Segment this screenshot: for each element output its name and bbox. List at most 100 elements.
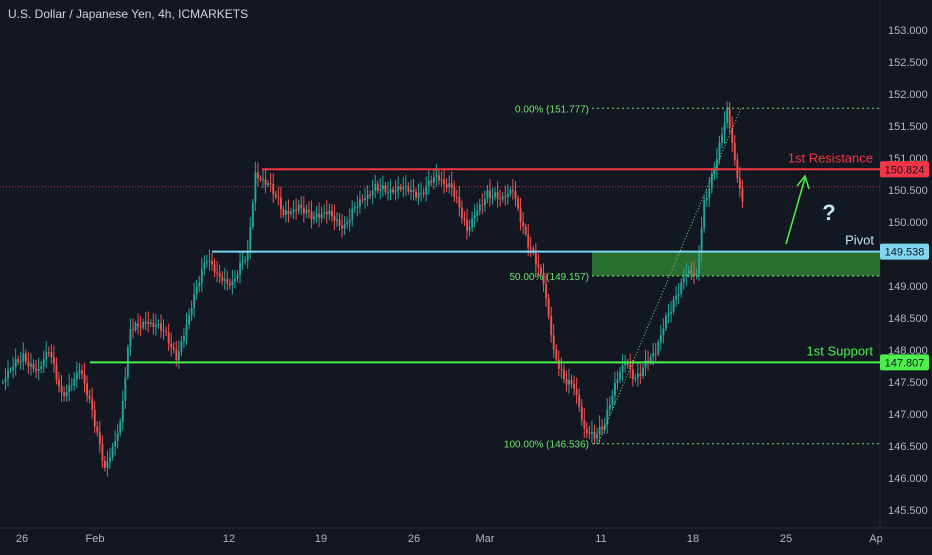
level-price-label: 147.807 bbox=[885, 357, 925, 369]
candle-body bbox=[422, 192, 425, 195]
candle-body bbox=[718, 142, 721, 160]
candle-body bbox=[42, 359, 45, 367]
candle-body bbox=[537, 264, 540, 268]
candle-body bbox=[183, 336, 185, 342]
candle-body bbox=[78, 370, 81, 374]
candle-body bbox=[330, 210, 333, 217]
candle-body bbox=[517, 198, 519, 209]
candle-body bbox=[512, 189, 514, 192]
candle-body bbox=[670, 311, 672, 314]
candle-body bbox=[483, 198, 486, 206]
candle-body bbox=[137, 323, 140, 327]
candle-body bbox=[353, 207, 356, 209]
candle-body bbox=[295, 209, 298, 211]
candle-body bbox=[241, 261, 244, 263]
candle-body bbox=[160, 323, 162, 331]
candle-body bbox=[616, 379, 619, 383]
candle-body bbox=[649, 356, 652, 363]
candle-body bbox=[157, 323, 160, 326]
candle-body bbox=[116, 433, 119, 442]
candle-body bbox=[703, 200, 706, 229]
candle-body bbox=[710, 174, 713, 189]
y-tick-label: 150.500 bbox=[888, 185, 928, 197]
candle-body bbox=[302, 207, 305, 214]
candle-body bbox=[425, 185, 428, 195]
candle-body bbox=[529, 247, 532, 249]
candle-body bbox=[37, 368, 40, 372]
candle-body bbox=[723, 122, 726, 135]
candle-body bbox=[27, 361, 30, 367]
candle-body bbox=[323, 211, 326, 214]
candle-body bbox=[552, 335, 555, 349]
candle-body bbox=[47, 352, 50, 354]
candle-body bbox=[631, 369, 634, 379]
candle-body bbox=[667, 313, 670, 316]
candle-body bbox=[211, 260, 213, 265]
candle-body bbox=[585, 428, 588, 433]
candle-body bbox=[313, 216, 315, 220]
candle-body bbox=[213, 264, 216, 273]
candle-body bbox=[236, 274, 239, 279]
candle-body bbox=[24, 353, 27, 362]
candle-body bbox=[432, 177, 435, 183]
candle-body bbox=[662, 328, 665, 335]
candle-body bbox=[75, 373, 78, 379]
candle-body bbox=[254, 172, 257, 203]
candle-body bbox=[371, 190, 374, 196]
candle-body bbox=[410, 189, 412, 192]
candle-body bbox=[81, 370, 83, 375]
candle-body bbox=[733, 142, 736, 160]
candle-body bbox=[124, 377, 127, 401]
y-tick-label: 148.500 bbox=[888, 313, 928, 325]
candle-body bbox=[162, 330, 165, 332]
candle-body bbox=[563, 369, 565, 380]
candle-body bbox=[12, 366, 15, 371]
candle-body bbox=[175, 349, 178, 361]
candle-body bbox=[644, 360, 647, 368]
candle-body bbox=[583, 419, 586, 429]
candle-body bbox=[221, 276, 224, 281]
candle-body bbox=[30, 364, 32, 367]
candle-body bbox=[415, 191, 417, 198]
x-tick-label: 12 bbox=[223, 533, 235, 545]
candle-body bbox=[364, 198, 366, 200]
candle-body bbox=[438, 175, 440, 181]
candle-body bbox=[591, 432, 593, 434]
candle-body bbox=[542, 272, 545, 285]
candle-body bbox=[524, 226, 527, 235]
candle-body bbox=[142, 321, 145, 328]
candle-body bbox=[522, 222, 525, 227]
candle-body bbox=[341, 225, 344, 229]
candle-body bbox=[226, 279, 229, 284]
candle-body bbox=[731, 128, 734, 143]
candle-body bbox=[14, 359, 17, 367]
level-price-tag bbox=[880, 161, 929, 178]
candle-body bbox=[486, 190, 489, 199]
candle-body bbox=[58, 379, 60, 387]
candle-body bbox=[93, 409, 96, 427]
candle-body bbox=[73, 378, 76, 386]
x-tick-label: 18 bbox=[687, 533, 699, 545]
candle-body bbox=[310, 211, 313, 220]
candle-body bbox=[501, 196, 504, 200]
candle-body bbox=[547, 298, 550, 316]
candle-body bbox=[611, 395, 614, 405]
candle-body bbox=[700, 228, 703, 254]
candle-body bbox=[251, 202, 254, 228]
candle-body bbox=[167, 332, 170, 344]
candle-body bbox=[101, 444, 104, 461]
candle-body bbox=[325, 211, 328, 215]
candle-body bbox=[573, 383, 576, 390]
candle-body bbox=[272, 183, 275, 195]
candle-body bbox=[32, 364, 35, 369]
y-tick-label: 150.000 bbox=[888, 217, 928, 229]
x-tick-label: 26 bbox=[16, 533, 28, 545]
candle-body bbox=[139, 326, 142, 328]
question-mark: ? bbox=[822, 200, 835, 225]
candle-body bbox=[320, 213, 323, 218]
candle-body bbox=[598, 426, 601, 435]
candle-body bbox=[22, 353, 25, 362]
candle-body bbox=[440, 179, 443, 181]
